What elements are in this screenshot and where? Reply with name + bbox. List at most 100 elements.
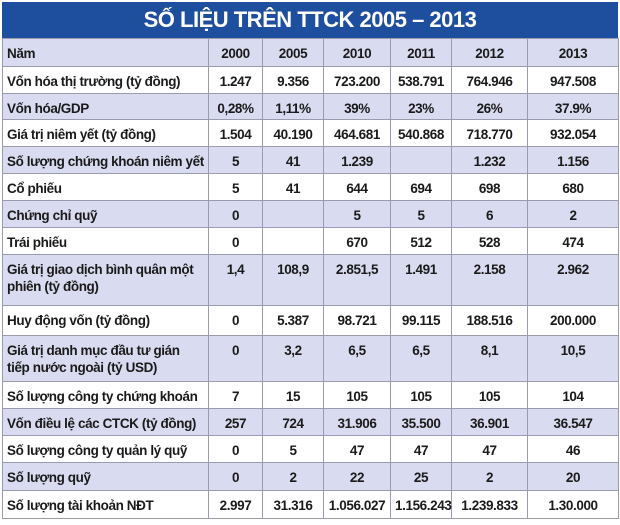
table-row: Số lượng chứng khoán niêm yết 5 41 1.239 1.2…: [2, 146, 619, 174]
cell-value: 98.721: [323, 305, 391, 336]
cell-value: 694: [390, 173, 452, 201]
stats-table: Năm 2000 2005 2010 2011 2012 2013 Vốn hóa thị t…: [2, 38, 619, 519]
table-row: Giá trị niêm yết (tỷ đồng) 1.504 40.190 464…: [2, 119, 619, 147]
table-row: Giá trị giao dịch bình quân một phiên (t…: [2, 254, 619, 306]
header-year: 2010: [323, 38, 391, 67]
row-label: Vốn hóa thị trường (tỷ đồng): [2, 66, 209, 94]
cell-value: 698: [451, 173, 528, 201]
cell-value: 5: [208, 146, 263, 174]
cell-value: 6,5: [323, 335, 391, 382]
cell-value: 2.997: [208, 490, 263, 519]
header-year: 2000: [208, 38, 263, 67]
cell-value: 540.868: [390, 119, 452, 147]
cell-value: 99.115: [390, 305, 452, 336]
cell-value: 2: [451, 462, 528, 491]
table-row: Vốn hóa thị trường (tỷ đồng) 1.247 9.356 72…: [2, 66, 619, 94]
cell-value: 0: [208, 335, 263, 382]
cell-value: 41: [262, 146, 324, 174]
cell-value: 1.239: [323, 146, 391, 174]
cell-value: 2.851,5: [323, 254, 391, 306]
cell-value: 2: [262, 462, 324, 491]
cell-value: 2.158: [451, 254, 528, 306]
cell-value: 3,2: [262, 335, 324, 382]
cell-value: [390, 146, 452, 174]
cell-value: 947.508: [527, 66, 619, 94]
cell-value: 1,11%: [262, 93, 324, 120]
row-label: Vốn điều lệ các CTCK (tỷ đồng): [2, 408, 209, 436]
cell-value: 464.681: [323, 119, 391, 147]
cell-value: 5: [208, 173, 263, 201]
cell-value: 0,28%: [208, 93, 263, 120]
cell-value: 8,1: [451, 335, 528, 382]
table-row: Cổ phiếu 5 41 644 694 698 680: [2, 173, 619, 201]
cell-value: 22: [323, 462, 391, 491]
cell-value: [262, 227, 324, 255]
cell-value: 37.9%: [527, 93, 619, 120]
cell-value: 26%: [451, 93, 528, 120]
cell-value: 2.962: [527, 254, 619, 306]
row-label: Số lượng chứng khoán niêm yết: [2, 146, 209, 174]
cell-value: 764.946: [451, 66, 528, 94]
cell-value: 104: [527, 381, 619, 409]
cell-value: 6: [451, 200, 528, 228]
cell-value: 46: [527, 435, 619, 463]
cell-value: 105: [323, 381, 391, 409]
cell-value: 40.190: [262, 119, 324, 147]
cell-value: 188.516: [451, 305, 528, 336]
cell-value: 35.500: [390, 408, 452, 436]
table-title: SỐ LIỆU TRÊN TTCK 2005 – 2013: [2, 2, 618, 38]
row-label: Trái phiếu: [2, 227, 209, 255]
row-label: Vốn hóa/GDP: [2, 93, 209, 120]
row-label: Giá trị danh mục đầu tư gián tiếp nước n…: [2, 335, 209, 382]
cell-value: 36.547: [527, 408, 619, 436]
table-row: Số lượng công ty chứng khoán 7 15 105 105 105…: [2, 381, 619, 409]
cell-value: 7: [208, 381, 263, 409]
cell-value: 1.30.000: [527, 490, 619, 519]
cell-value: 257: [208, 408, 263, 436]
cell-value: 0: [208, 227, 263, 255]
header-year: 2005: [262, 38, 324, 67]
cell-value: 105: [451, 381, 528, 409]
cell-value: 31.316: [262, 490, 324, 519]
cell-value: 5: [390, 200, 452, 228]
table-row: Số lượng tài khoản NĐT 2.997 31.316 1.056.0…: [2, 490, 619, 519]
cell-value: 41: [262, 173, 324, 201]
row-label: Huy động vốn (tỷ đồng): [2, 305, 209, 336]
cell-value: 1.491: [390, 254, 452, 306]
table-row: Vốn hóa/GDP 0,28% 1,11% 39% 23% 26% 37.9%: [2, 93, 619, 120]
cell-value: 5.387: [262, 305, 324, 336]
cell-value: 474: [527, 227, 619, 255]
cell-value: 0: [208, 462, 263, 491]
row-label: Cổ phiếu: [2, 173, 209, 201]
cell-value: 105: [390, 381, 452, 409]
cell-value: 0: [208, 305, 263, 336]
cell-value: 9.356: [262, 66, 324, 94]
cell-value: 31.906: [323, 408, 391, 436]
cell-value: 2: [527, 200, 619, 228]
cell-value: 1.156: [527, 146, 619, 174]
cell-value: 670: [323, 227, 391, 255]
cell-value: 23%: [390, 93, 452, 120]
cell-value: 538.791: [390, 66, 452, 94]
cell-value: 0: [208, 200, 263, 228]
table-row: Trái phiếu 0 670 512 528 474: [2, 227, 619, 255]
header-row: Năm 2000 2005 2010 2011 2012 2013: [2, 38, 619, 67]
cell-value: 1.504: [208, 119, 263, 147]
header-year: 2011: [390, 38, 452, 67]
cell-value: 6,5: [390, 335, 452, 382]
cell-value: 15: [262, 381, 324, 409]
row-label: Chứng chỉ quỹ: [2, 200, 209, 228]
header-year: 2013: [527, 38, 619, 67]
row-label: Số lượng quỹ: [2, 462, 209, 491]
cell-value: 39%: [323, 93, 391, 120]
cell-value: 680: [527, 173, 619, 201]
row-label: Số lượng tài khoản NĐT: [2, 490, 209, 519]
cell-value: 932.054: [527, 119, 619, 147]
row-label: Số lượng công ty quản lý quỹ: [2, 435, 209, 463]
cell-value: 0: [208, 435, 263, 463]
cell-value: 1.056.027: [323, 490, 391, 519]
cell-value: 25: [390, 462, 452, 491]
cell-value: 5: [323, 200, 391, 228]
row-label: Giá trị niêm yết (tỷ đồng): [2, 119, 209, 147]
cell-value: 718.770: [451, 119, 528, 147]
